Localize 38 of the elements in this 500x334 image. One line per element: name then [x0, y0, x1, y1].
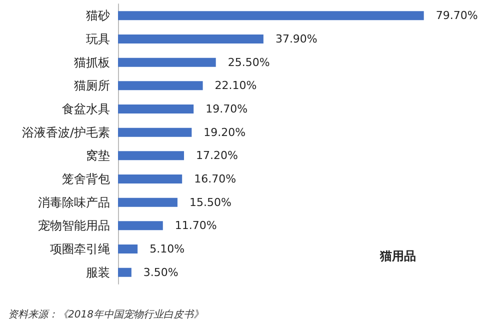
bar: [118, 104, 194, 114]
data-label: 3.50%: [143, 266, 178, 279]
y-tick-label: 浴液香波/护毛素: [22, 125, 110, 140]
y-tick-label: 服装: [86, 265, 110, 280]
y-tick-label: 猫厕所: [74, 78, 110, 93]
bar: [118, 58, 216, 67]
data-label: 16.70%: [194, 172, 236, 186]
data-label: 19.70%: [206, 102, 248, 116]
bar: [118, 268, 132, 277]
y-tick-label: 玩具: [86, 32, 110, 46]
bar: [118, 151, 184, 160]
data-label: 15.50%: [189, 196, 232, 209]
y-tick-label: 项圈牵引绳: [50, 242, 110, 256]
data-label: 5.10%: [150, 242, 185, 256]
text: 资料来源：《2018年中国宠物行业白皮书》: [8, 308, 204, 320]
bar: [118, 128, 192, 137]
y-tick-label: 猫抓板: [74, 55, 110, 70]
bar: [118, 221, 163, 230]
bar: [118, 34, 264, 44]
y-tick-label: 宠物智能用品: [38, 218, 110, 233]
y-tick-label: 猫砂: [86, 8, 110, 23]
bar: [118, 244, 138, 254]
data-label: 11.70%: [174, 219, 217, 232]
bar: [118, 198, 178, 207]
y-tick-label: 消毒除味产品: [38, 195, 110, 210]
y-tick-label: 笼舍背包: [62, 172, 110, 186]
y-tick-label: 窝垫: [86, 148, 110, 163]
data-label: 17.20%: [196, 149, 238, 162]
bar: [118, 81, 203, 90]
data-label: 25.50%: [228, 56, 270, 69]
annotation: 猫用品: [379, 249, 416, 263]
bar: [118, 11, 424, 20]
y-tick-label: 食盆水具: [62, 102, 110, 116]
data-label: 19.20%: [204, 126, 246, 139]
data-label: 37.90%: [275, 32, 318, 46]
data-label: 79.70%: [436, 9, 478, 22]
data-label: 22.10%: [214, 79, 257, 92]
bar: [118, 174, 182, 184]
